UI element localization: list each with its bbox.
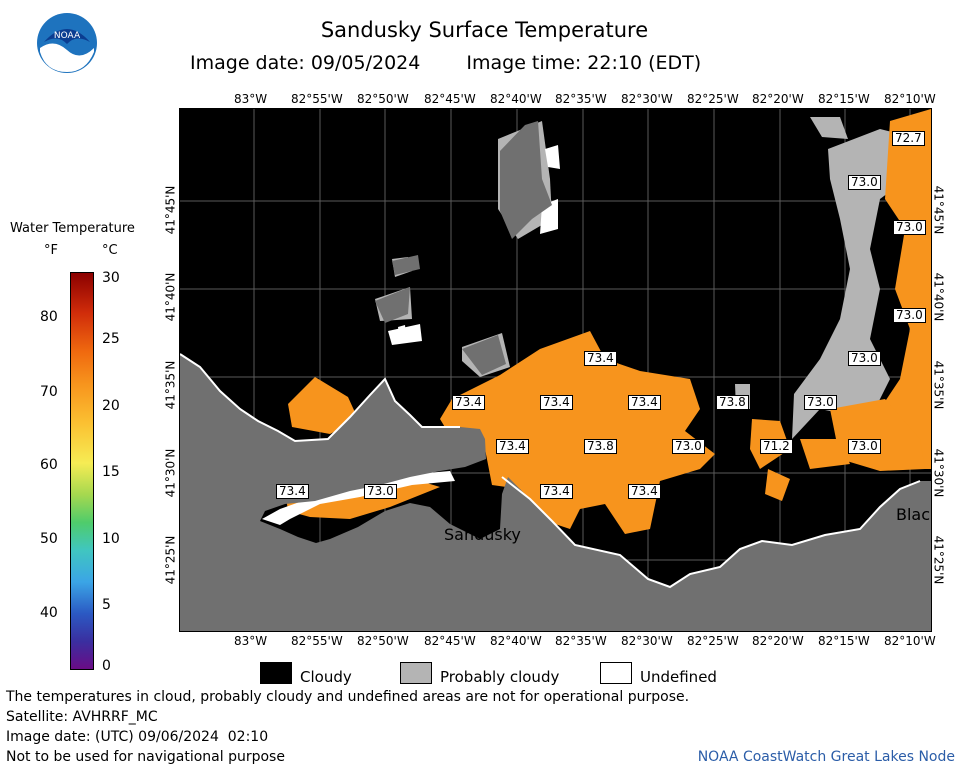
temp-label: 73.4 [276, 484, 309, 499]
bottom-tick: 82°55'W [291, 634, 343, 648]
bottom-tick: 82°10'W [884, 634, 936, 648]
temp-label: 73.0 [848, 175, 881, 190]
right-tick: 41°35'N [931, 360, 946, 410]
key-label-probably-cloudy: Probably cloudy [440, 668, 560, 686]
temp-label: 73.0 [848, 351, 881, 366]
place-label-blac: Blac [896, 505, 931, 524]
f-tick: 60 [40, 457, 58, 473]
top-tick: 82°15'W [818, 92, 870, 106]
right-tick: 41°45'N [931, 185, 946, 235]
c-tick: 30 [102, 270, 120, 286]
left-tick: 41°35'N [163, 360, 178, 410]
bottom-tick: 83°W [234, 634, 268, 648]
temp-label: 73.4 [628, 395, 661, 410]
temp-label: 73.4 [628, 484, 661, 499]
color-scale-bar [70, 272, 94, 670]
top-tick: 82°10'W [884, 92, 936, 106]
nav-warning: Not to be used for navigational purpose [6, 749, 285, 765]
image-datetime: Image date: 09/05/2024 Image time: 22:10… [190, 52, 741, 74]
utc-date: Image date: (UTC) 09/06/2024 02:10 [6, 729, 269, 745]
temperature-map: 72.7 73.0 73.0 73.0 73.0 73.4 73.4 73.4 … [179, 108, 932, 632]
c-tick: 15 [102, 464, 120, 480]
left-tick: 41°45'N [163, 185, 178, 235]
f-tick: 80 [40, 309, 58, 325]
top-tick: 82°35'W [555, 92, 607, 106]
f-tick: 50 [40, 531, 58, 547]
temp-label: 73.0 [893, 308, 926, 323]
key-label-cloudy: Cloudy [300, 668, 352, 686]
left-tick: 41°30'N [163, 448, 178, 498]
left-tick: 41°25'N [163, 535, 178, 585]
temp-label: 73.4 [452, 395, 485, 410]
top-tick: 82°55'W [291, 92, 343, 106]
bottom-tick: 82°50'W [357, 634, 409, 648]
f-tick: 70 [40, 384, 58, 400]
temp-label: 73.4 [496, 439, 529, 454]
key-label-undefined: Undefined [640, 668, 717, 686]
bottom-tick: 82°15'W [818, 634, 870, 648]
legend-unit-f: °F [44, 243, 58, 258]
bottom-tick: 82°40'W [490, 634, 542, 648]
bottom-tick: 82°30'W [621, 634, 673, 648]
image-date: Image date: 09/05/2024 [190, 52, 421, 74]
left-tick: 41°40'N [163, 272, 178, 322]
disclaimer: The temperatures in cloud, probably clou… [6, 689, 690, 705]
bottom-tick: 82°25'W [687, 634, 739, 648]
satellite-info: Satellite: AVHRRF_MC [6, 709, 158, 725]
map-layers [180, 109, 931, 631]
svg-text:NOAA: NOAA [54, 31, 81, 41]
temp-label: 73.4 [540, 395, 573, 410]
right-tick: 41°40'N [931, 272, 946, 322]
top-tick: 82°20'W [752, 92, 804, 106]
key-swatch-undefined [600, 662, 632, 684]
temp-label: 73.0 [672, 439, 705, 454]
c-tick: 0 [102, 658, 111, 674]
top-tick: 82°50'W [357, 92, 409, 106]
key-swatch-cloudy [260, 662, 292, 684]
c-tick: 10 [102, 531, 120, 547]
key-swatch-probably-cloudy [400, 662, 432, 684]
top-tick: 82°40'W [490, 92, 542, 106]
temp-label: 73.8 [584, 439, 617, 454]
legend-title: Water Temperature [10, 221, 135, 236]
f-tick: 40 [40, 605, 58, 621]
bottom-tick: 82°45'W [424, 634, 476, 648]
top-tick: 82°25'W [687, 92, 739, 106]
c-tick: 20 [102, 398, 120, 414]
bottom-tick: 82°20'W [752, 634, 804, 648]
temp-label: 73.0 [893, 220, 926, 235]
temp-label: 73.0 [804, 395, 837, 410]
legend-unit-c: °C [102, 243, 118, 258]
temp-label: 73.4 [584, 351, 617, 366]
c-tick: 25 [102, 331, 120, 347]
temp-label: 73.0 [364, 484, 397, 499]
c-tick: 5 [102, 597, 111, 613]
image-time: Image time: 22:10 (EDT) [466, 52, 702, 74]
place-label-sandusky: Sandusky [444, 525, 521, 544]
temp-label: 73.8 [716, 395, 749, 410]
land-areas [180, 121, 931, 631]
shoreline [180, 353, 921, 589]
top-tick: 82°30'W [621, 92, 673, 106]
temp-label: 73.0 [848, 439, 881, 454]
bottom-tick: 82°35'W [555, 634, 607, 648]
temp-label: 71.2 [760, 439, 793, 454]
right-tick: 41°30'N [931, 448, 946, 498]
right-tick: 41°25'N [931, 535, 946, 585]
top-tick: 83°W [234, 92, 268, 106]
noaa-logo: NOAA [36, 12, 98, 74]
credit-link[interactable]: NOAA CoastWatch Great Lakes Node [697, 749, 955, 765]
top-tick: 82°45'W [424, 92, 476, 106]
temp-label: 73.4 [540, 484, 573, 499]
map-title: Sandusky Surface Temperature [320, 18, 649, 42]
temp-label: 72.7 [892, 131, 925, 146]
